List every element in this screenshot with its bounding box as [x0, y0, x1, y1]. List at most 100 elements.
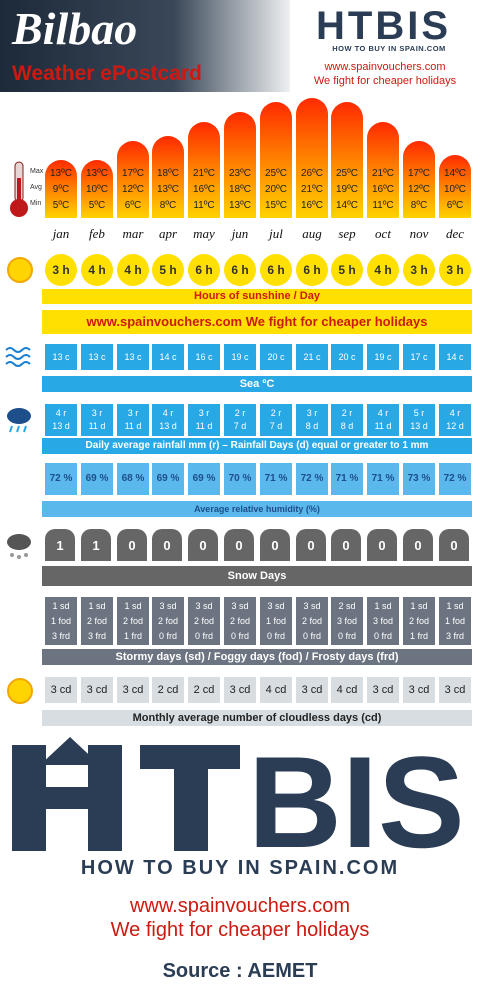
temp-min-value: 16ºC	[301, 200, 323, 211]
foggy-value: 2 fod	[193, 616, 215, 626]
temp-max-value: 17ºC	[408, 168, 430, 179]
promo-band[interactable]: www.spainvouchers.com We fight for cheap…	[42, 310, 472, 334]
humidity-value: 71 %	[367, 463, 399, 495]
cloudless-value: 3 cd	[439, 677, 471, 703]
snow-days-value: 0	[331, 529, 361, 561]
rain-label: Daily average rainfall mm (r) – Rainfall…	[42, 438, 472, 454]
cloudless-value: 3 cd	[81, 677, 113, 703]
temp-min-value: 15ºC	[265, 200, 287, 211]
storm-cell: 3 sd 1 fod 0 frd	[260, 597, 292, 645]
snow-days-value: 0	[260, 529, 290, 561]
stormy-value: 1 sd	[52, 601, 70, 611]
frosty-value: 0 frd	[230, 631, 249, 641]
footer-url[interactable]: www.spainvouchers.com	[129, 895, 351, 917]
humidity-value: 69 %	[152, 463, 184, 495]
temp-min-value: 5ºC	[88, 200, 106, 211]
frosty-value: 0 frd	[158, 631, 177, 641]
header: Bilbao Weather ePostcard HTBIS HOW TO BU…	[0, 0, 480, 92]
frosty-value: 1 frd	[409, 631, 428, 641]
rainfall-cell: 3 r 11 d	[188, 404, 220, 436]
temp-max-value: 21ºC	[372, 168, 394, 179]
htbis-logo-small: HTBIS	[316, 4, 451, 48]
rain-days-value: 7 d	[233, 421, 247, 431]
month-label: feb	[89, 226, 105, 241]
temp-max-value: 25ºC	[265, 168, 287, 179]
stormy-value: 1 sd	[410, 601, 428, 611]
rain-days-value: 13 d	[52, 421, 70, 431]
temp-avg-value: 9ºC	[52, 184, 70, 195]
temp-bar	[260, 102, 292, 218]
temp-min-value: 8ºC	[159, 200, 177, 211]
snow-days-value: 0	[296, 529, 326, 561]
rain-cloud-icon	[7, 408, 31, 433]
rain-days-value: 11 d	[195, 421, 213, 431]
sunshine-value: 3 h	[45, 254, 77, 286]
rain-days-value: 13 d	[159, 421, 177, 431]
cloudless-value: 3 cd	[296, 677, 328, 703]
temp-min-value: 6ºC	[446, 200, 464, 211]
logo-tagline-large: HOW TO BUY IN SPAIN.COM	[80, 857, 400, 879]
temp-max-value: 13ºC	[50, 168, 72, 179]
temp-avg-value: 10ºC	[444, 184, 466, 195]
foggy-value: 2 fod	[157, 616, 179, 626]
stormy-value: 3 sd	[195, 601, 213, 611]
humidity-value: 72 %	[296, 463, 328, 495]
temp-bar	[188, 121, 220, 218]
rainfall-mm-value: 3 r	[198, 408, 210, 418]
sea-temp-value: 20 c	[260, 344, 292, 370]
stormy-value: 1 sd	[446, 601, 464, 611]
rainfall-cell: 5 r 13 d	[403, 404, 435, 436]
sunshine-value: 6 h	[224, 254, 256, 286]
temp-max-value: 14ºC	[444, 168, 466, 179]
frosty-value: 3 frd	[51, 631, 70, 641]
storm-cell: 1 sd 3 fod 0 frd	[367, 597, 399, 645]
temp-avg-label: Avg	[30, 184, 42, 191]
rainfall-mm-value: 3 r	[306, 408, 318, 418]
storm-cell: 1 sd 2 fod 1 frd	[403, 597, 435, 645]
sunshine-value: 4 h	[367, 254, 399, 286]
frosty-value: 1 frd	[123, 631, 142, 641]
snow-label: Snow Days	[42, 566, 472, 586]
temp-min-value: 8ºC	[410, 200, 428, 211]
humidity-value: 68 %	[117, 463, 149, 495]
sea-temp-value: 13 c	[81, 344, 113, 370]
header-url[interactable]: www.spainvouchers.com We fight for cheap…	[290, 60, 480, 88]
rainfall-cell: 4 r 13 d	[152, 404, 184, 436]
temp-max-value: 18ºC	[157, 168, 179, 179]
temp-bar	[152, 136, 184, 218]
rain-days-value: 11 d	[374, 421, 392, 431]
temp-max-value: 13ºC	[86, 168, 108, 179]
humidity-value: 69 %	[81, 463, 113, 495]
rain-days-value: 8 d	[305, 421, 319, 431]
humidity-value: 72 %	[439, 463, 471, 495]
temp-bar	[224, 112, 256, 218]
temp-bar	[367, 121, 399, 218]
foggy-value: 2 fod	[301, 616, 323, 626]
rainfall-mm-value: 2 r	[341, 408, 353, 418]
temp-min-value: 11ºC	[372, 200, 394, 211]
storm-cell: 3 sd 2 fod 0 frd	[152, 597, 184, 645]
rainfall-mm-value: 3 r	[91, 408, 103, 418]
temp-min-value: 11ºC	[193, 200, 215, 211]
cloudless-value: 2 cd	[152, 677, 184, 703]
header-slogan: We fight for cheaper holidays	[313, 75, 457, 87]
sea-temp-value: 13 c	[117, 344, 149, 370]
sea-temp-value: 21 c	[296, 344, 328, 370]
header-url-text: www.spainvouchers.com	[324, 61, 446, 73]
cloudless-value: 3 cd	[224, 677, 256, 703]
temp-avg-value: 16ºC	[193, 184, 215, 195]
snow-days-value: 1	[81, 529, 111, 561]
foggy-value: 3 fod	[372, 616, 394, 626]
temp-avg-value: 21ºC	[301, 184, 323, 195]
sea-temp-value: 19 c	[224, 344, 256, 370]
sunshine-value: 6 h	[260, 254, 292, 286]
month-label: nov	[409, 226, 429, 241]
storm-cell: 3 sd 2 fod 0 frd	[296, 597, 328, 645]
foggy-value: 3 fod	[336, 616, 358, 626]
header-banner	[0, 0, 290, 92]
sunshine-value: 4 h	[81, 254, 113, 286]
cloudless-value: 4 cd	[260, 677, 292, 703]
cloudless-label: Monthly average number of cloudless days…	[42, 710, 472, 726]
frosty-value: 3 frd	[87, 631, 106, 641]
humidity-value: 70 %	[224, 463, 256, 495]
